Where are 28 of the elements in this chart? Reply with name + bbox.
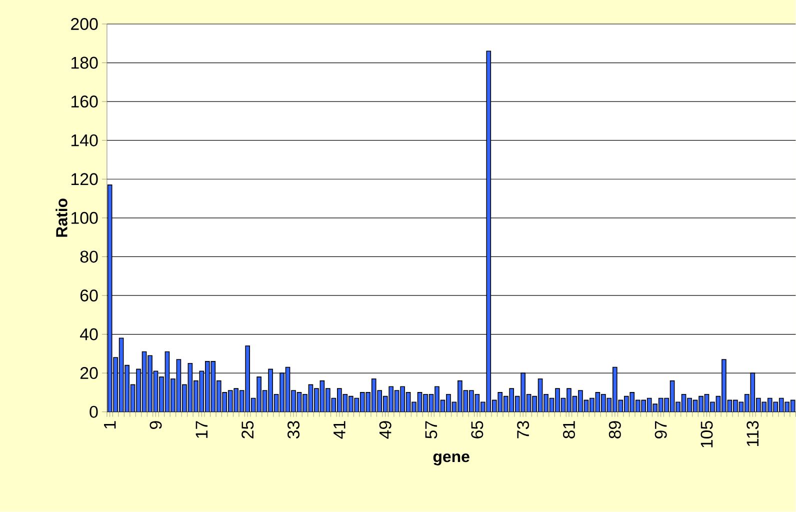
x-tick-label: 97 [654, 421, 667, 438]
x-tick-label: 1 [104, 421, 116, 429]
y-axis-title: Ratio [56, 198, 68, 237]
x-tick-label: 57 [425, 421, 438, 439]
y-tick-label: 100 [71, 212, 98, 224]
y-tick-label: 140 [71, 134, 98, 146]
y-tick-label: 160 [71, 96, 98, 108]
x-tick-label: 105 [700, 421, 713, 448]
y-tick-label: 0 [90, 406, 98, 418]
y-tick-label: 60 [80, 290, 98, 302]
x-tick-label: 41 [334, 421, 346, 439]
x-tick-label: 89 [608, 421, 621, 439]
x-tick-label: 49 [379, 421, 392, 439]
y-tick-label: 40 [80, 328, 98, 340]
y-tick-label: 120 [71, 173, 98, 186]
y-tick-label: 200 [71, 18, 98, 30]
x-tick-label: 25 [242, 421, 254, 438]
x-axis-title: gene [433, 454, 470, 466]
y-tick-label: 20 [80, 367, 98, 380]
y-tick-label: 80 [80, 250, 98, 263]
y-tick-label: 180 [71, 56, 98, 69]
x-tick-label: 17 [196, 421, 208, 438]
x-tick-label: 113 [746, 421, 759, 446]
x-tick-label: 65 [471, 421, 484, 438]
x-tick-label: 9 [150, 421, 162, 430]
x-tick-label: 33 [288, 421, 300, 439]
x-tick-label: 73 [517, 421, 530, 438]
x-tick-label: 81 [562, 421, 575, 439]
